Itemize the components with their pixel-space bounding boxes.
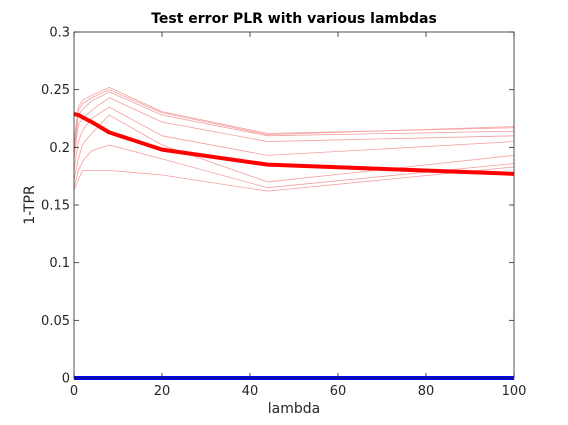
x-axis-label: lambda <box>268 401 320 417</box>
chart-title: Test error PLR with various lambdas <box>151 11 437 27</box>
x-tick-label: 60 <box>330 384 347 399</box>
y-tick-label: 0.15 <box>41 199 70 214</box>
fold-series-line-4 <box>73 97 515 159</box>
plot-area <box>74 32 514 378</box>
fold-series-line-7 <box>73 144 515 189</box>
mean-series-line <box>73 111 515 176</box>
fold-series-line-1 <box>73 86 515 142</box>
y-tick-label: 0 <box>62 372 70 387</box>
y-tick-label: 0.2 <box>49 141 70 156</box>
x-tick-label: 20 <box>154 384 171 399</box>
fold-series-line-5 <box>73 106 515 171</box>
y-tick-label: 0.1 <box>49 256 70 271</box>
fold-series-line-2 <box>73 89 515 148</box>
y-axis-label: 1-TPR <box>22 185 38 225</box>
y-tick-label: 0.25 <box>41 83 70 98</box>
x-tick-label: 0 <box>70 384 78 399</box>
y-tick-label: 0.3 <box>49 26 70 41</box>
x-tick-label: 40 <box>242 384 259 399</box>
y-tick-label: 0.05 <box>41 314 70 329</box>
x-tick-label: 100 <box>502 384 527 399</box>
fold-series-line-6 <box>73 114 515 183</box>
fold-series-line-8 <box>73 166 515 192</box>
x-tick-label: 80 <box>418 384 435 399</box>
tick-layer: 0 20 40 60 80 100 0 0.05 0.1 0.15 0.2 0.25 0.3 <box>41 26 526 400</box>
